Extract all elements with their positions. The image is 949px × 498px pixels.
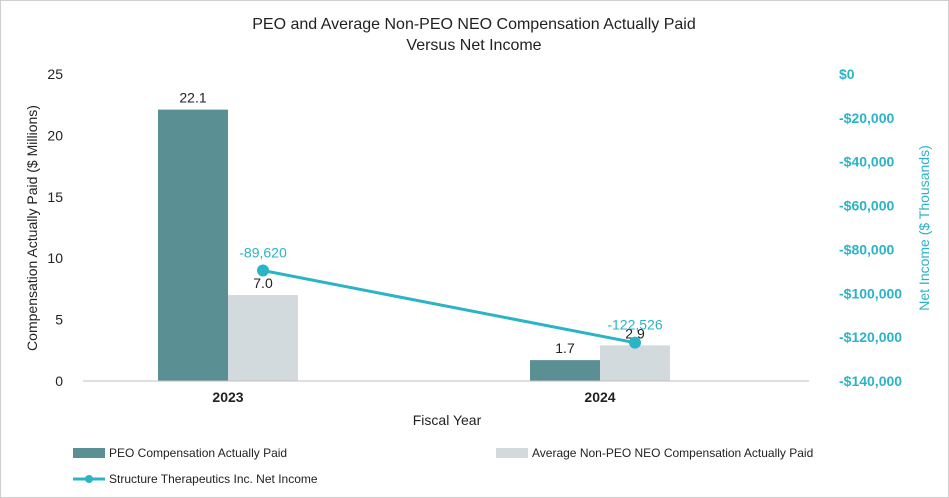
legend-label-peo: PEO Compensation Actually Paid xyxy=(109,446,287,460)
bar-label-neo: 2.9 xyxy=(625,325,645,341)
y2-tick-label: -$40,000 xyxy=(839,154,894,170)
y-tick-label: 10 xyxy=(47,250,63,266)
x-axis-label: Fiscal Year xyxy=(413,412,482,428)
y2-tick-label: -$20,000 xyxy=(839,110,894,126)
y2-tick-label: -$80,000 xyxy=(839,241,894,257)
chart-title-line-1: PEO and Average Non-PEO NEO Compensation… xyxy=(252,16,696,33)
net-income-line xyxy=(262,269,636,345)
bar-neo xyxy=(228,295,298,381)
chart-title-line-2: Versus Net Income xyxy=(406,37,541,54)
y-tick-label: 0 xyxy=(55,373,63,389)
legend-label-net-income: Structure Therapeutics Inc. Net Income xyxy=(109,472,318,486)
bar-label-neo: 7.0 xyxy=(253,275,273,291)
net-income-point xyxy=(629,336,641,349)
y2-tick-label: -$100,000 xyxy=(839,285,902,301)
legend-marker-net-income xyxy=(85,475,93,483)
y-tick-label: 25 xyxy=(47,66,63,82)
legend-label-neo: Average Non-PEO NEO Compensation Actuall… xyxy=(532,446,813,460)
net-income-point xyxy=(257,264,269,277)
legend-swatch-neo xyxy=(496,448,528,458)
y2-tick-label: $0 xyxy=(839,66,855,82)
y2-axis-label: Net Income ($ Thousands) xyxy=(916,145,932,311)
bar-peo xyxy=(158,109,228,381)
y-axis-label: Compensation Actually Paid ($ Millions) xyxy=(24,105,40,351)
y2-tick-label: -$120,000 xyxy=(839,329,902,345)
bar-label-peo: 22.1 xyxy=(179,90,206,106)
net-income-label: -89,620 xyxy=(239,245,287,261)
y-tick-label: 15 xyxy=(47,189,63,205)
y-tick-label: 5 xyxy=(55,312,63,328)
y2-tick-label: -$140,000 xyxy=(839,373,902,389)
y-tick-label: 20 xyxy=(47,127,63,143)
bar-peo xyxy=(530,360,600,381)
x-tick-label: 2023 xyxy=(212,389,243,405)
y2-tick-label: -$60,000 xyxy=(839,198,894,214)
bar-neo xyxy=(600,345,670,381)
bar-label-peo: 1.7 xyxy=(555,340,575,356)
net-income-label: -122,526 xyxy=(607,317,662,333)
x-tick-label: 2024 xyxy=(584,389,615,405)
legend-swatch-peo xyxy=(73,448,105,458)
